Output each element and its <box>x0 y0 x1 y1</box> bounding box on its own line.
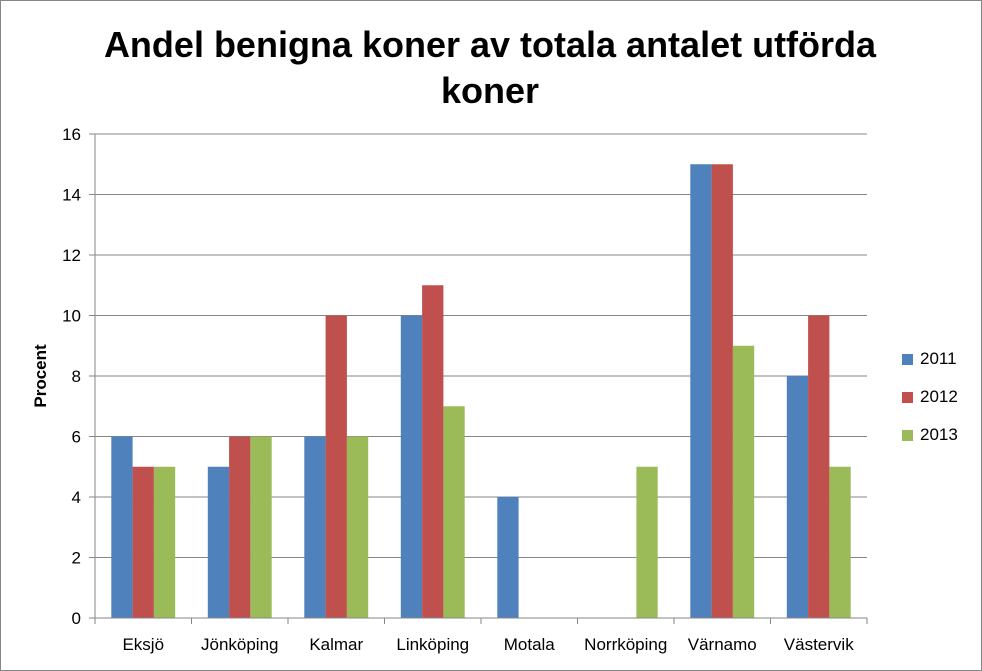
legend-label: 2011 <box>920 349 957 368</box>
x-tick-label: Värnamo <box>688 635 757 654</box>
y-tick-label: 6 <box>72 428 81 447</box>
bar-2013-2 <box>346 436 369 618</box>
x-tick-label: Jönköping <box>201 635 279 654</box>
y-tick-label: 14 <box>62 186 81 205</box>
x-tick-label: Eksjö <box>122 635 164 654</box>
x-tick-label: Kalmar <box>309 635 363 654</box>
y-tick-label: 12 <box>62 246 81 265</box>
x-tick-label: Norrköping <box>584 635 667 654</box>
bar-2012-3 <box>422 285 444 618</box>
x-tick-label: Motala <box>504 635 556 654</box>
y-tick-label: 0 <box>72 609 81 628</box>
bar-2011-6 <box>690 164 712 618</box>
bar-2012-2 <box>325 315 347 618</box>
legend-item: 2011 <box>902 340 958 378</box>
y-tick-label: 10 <box>62 307 81 326</box>
bar-2011-7 <box>786 376 809 618</box>
legend: 2011 2012 2013 <box>902 340 958 454</box>
legend-swatch <box>902 353 913 365</box>
bar-2011-1 <box>207 466 230 618</box>
bar-2011-0 <box>111 436 133 618</box>
x-tick-label: Linköping <box>396 635 469 654</box>
y-tick-label: 16 <box>62 125 81 144</box>
chart-title: Andel benigna koner av totala antalet ut… <box>103 24 877 111</box>
legend-label: 2013 <box>920 425 958 444</box>
bar-2012-0 <box>132 466 154 618</box>
bar-2012-1 <box>229 436 251 618</box>
x-tick-label: Västervik <box>784 635 854 654</box>
bar-2013-7 <box>829 466 851 618</box>
bar-2011-3 <box>400 315 423 618</box>
y-tick-label: 2 <box>72 549 81 568</box>
y-tick-label: 8 <box>72 367 81 386</box>
bar-2013-6 <box>732 345 755 618</box>
bar-2011-4 <box>497 497 519 618</box>
y-tick-label: 4 <box>72 488 81 507</box>
legend-swatch <box>902 391 913 403</box>
legend-label: 2012 <box>920 387 958 406</box>
legend-item: 2012 <box>902 378 958 416</box>
bar-2013-1 <box>250 436 272 618</box>
bar-2012-6 <box>711 164 733 618</box>
bar-2013-0 <box>153 466 176 618</box>
y-axis-label: Procent <box>31 344 50 408</box>
legend-item: 2013 <box>902 416 958 454</box>
legend-swatch <box>902 429 913 441</box>
bar-2013-5 <box>636 466 658 618</box>
bar-2012-7 <box>808 315 830 618</box>
bar-2011-2 <box>304 436 326 618</box>
bar-2013-3 <box>443 406 465 618</box>
